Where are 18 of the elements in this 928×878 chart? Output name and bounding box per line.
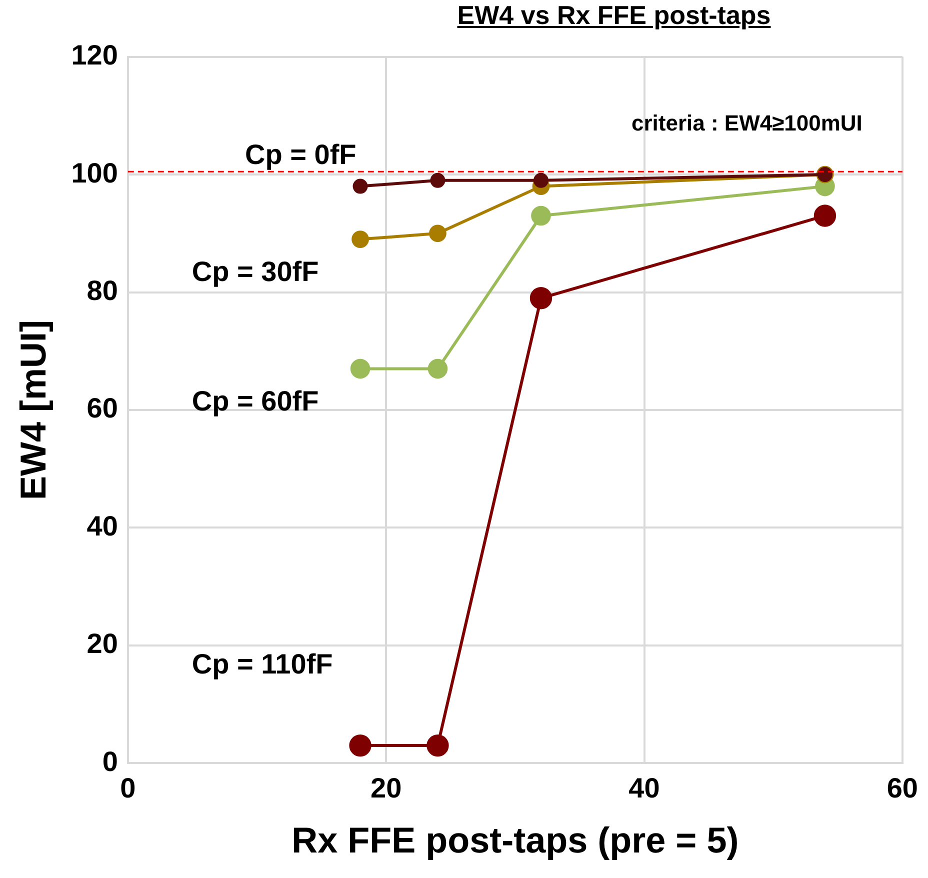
text: Cp = 110fF [192,648,333,680]
x-tick-label: 40 [628,772,660,804]
y-tick-label: 40 [86,510,118,542]
series-label: Cp = 0fF [245,139,356,170]
y-tick-label: 60 [86,392,118,424]
y-axis-title: EW4 [mUI] [12,320,54,500]
y-tick-label: 20 [86,628,118,660]
y-tick-label: 100 [71,157,118,188]
x-tick-label: 20 [370,772,402,804]
y-tick-label: 80 [86,274,118,306]
ref-line-label: criteria : EW4≥100mUI [631,110,862,136]
y-tick-label: 0 [102,746,118,777]
x-axis-title: Rx FFE post-taps (pre = 5) [292,819,739,860]
series-label: Cp = 60fF [192,386,319,417]
chart-title: EW4 vs Rx FFE post-taps [457,0,771,30]
y-tick-label: 120 [71,40,118,71]
x-tick-label: 60 [886,772,918,804]
series-label: Cp = 30fF [192,256,319,288]
